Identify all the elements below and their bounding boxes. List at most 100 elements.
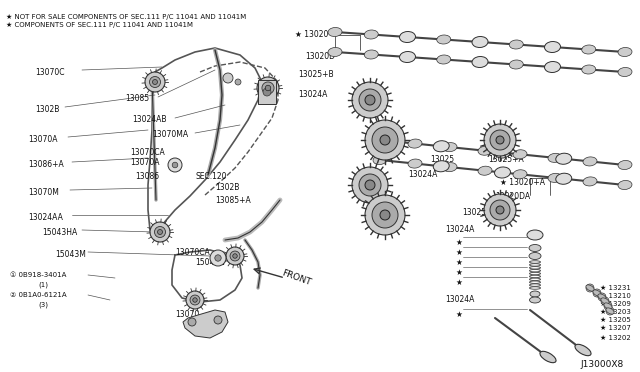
Text: 13070: 13070 (175, 310, 199, 319)
Text: SEC.120: SEC.120 (195, 172, 227, 181)
Ellipse shape (601, 298, 609, 304)
Ellipse shape (401, 32, 415, 42)
Text: 13070CA: 13070CA (175, 248, 210, 257)
Text: 15043HA: 15043HA (42, 228, 77, 237)
Ellipse shape (373, 155, 387, 164)
Text: 13085+A: 13085+A (215, 196, 251, 205)
Text: 13025: 13025 (430, 155, 454, 164)
Ellipse shape (556, 173, 572, 184)
Text: ★ 13020: ★ 13020 (295, 30, 328, 39)
Text: 13070A: 13070A (130, 158, 159, 167)
Text: 13024A: 13024A (408, 170, 437, 179)
Text: ① 0B918-3401A: ① 0B918-3401A (10, 272, 67, 278)
Text: 13070CA: 13070CA (130, 148, 164, 157)
Ellipse shape (472, 57, 488, 67)
Circle shape (193, 298, 197, 302)
Ellipse shape (513, 170, 527, 179)
Circle shape (359, 174, 381, 196)
Ellipse shape (433, 161, 449, 172)
Ellipse shape (373, 135, 387, 145)
Ellipse shape (436, 55, 451, 64)
Circle shape (263, 88, 271, 96)
Ellipse shape (364, 30, 378, 39)
Ellipse shape (478, 166, 492, 175)
Circle shape (226, 247, 244, 265)
Text: FRONT: FRONT (280, 268, 312, 287)
Text: 13024A: 13024A (298, 90, 328, 99)
Text: ★ NOT FOR SALE COMPONENTS OF SEC.111 P/C 11041 AND 11041M: ★ NOT FOR SALE COMPONENTS OF SEC.111 P/C… (6, 14, 246, 20)
Text: J13000X8: J13000X8 (580, 360, 623, 369)
Ellipse shape (527, 230, 543, 240)
Circle shape (150, 222, 170, 242)
Circle shape (484, 124, 516, 156)
Circle shape (157, 230, 163, 234)
Bar (258, 80, 276, 104)
Text: ★ 13202: ★ 13202 (600, 335, 631, 341)
Circle shape (152, 80, 157, 84)
Text: ★ 13231: ★ 13231 (600, 285, 631, 291)
Text: ② 0B1A0-6121A: ② 0B1A0-6121A (10, 292, 67, 298)
Text: 13020DA: 13020DA (495, 192, 530, 201)
Circle shape (496, 136, 504, 144)
Ellipse shape (583, 157, 597, 166)
Circle shape (372, 202, 398, 228)
Text: 15041N: 15041N (195, 258, 225, 267)
Circle shape (235, 79, 241, 85)
Circle shape (257, 77, 279, 99)
Text: ★ 13203: ★ 13203 (600, 309, 631, 315)
Ellipse shape (529, 244, 541, 251)
Text: 13020D: 13020D (305, 52, 335, 61)
Ellipse shape (509, 40, 524, 49)
Ellipse shape (509, 60, 524, 69)
Ellipse shape (586, 285, 594, 291)
Ellipse shape (436, 35, 451, 44)
Ellipse shape (472, 36, 488, 48)
Ellipse shape (548, 153, 562, 163)
Ellipse shape (529, 297, 541, 303)
Ellipse shape (548, 173, 562, 182)
Text: ★: ★ (456, 278, 463, 287)
Circle shape (365, 195, 405, 235)
Ellipse shape (401, 52, 415, 61)
Text: ★: ★ (456, 238, 463, 247)
Circle shape (601, 297, 609, 305)
Text: 1302B: 1302B (215, 183, 239, 192)
Ellipse shape (408, 159, 422, 168)
Text: ★ 13207: ★ 13207 (600, 325, 631, 331)
Circle shape (490, 130, 510, 150)
Ellipse shape (545, 42, 559, 51)
Circle shape (586, 284, 594, 292)
Ellipse shape (433, 141, 449, 152)
Ellipse shape (618, 180, 632, 189)
Ellipse shape (618, 67, 632, 77)
Circle shape (359, 89, 381, 111)
Text: 13025+C: 13025+C (462, 208, 498, 217)
Ellipse shape (582, 45, 596, 54)
Text: 13024A: 13024A (445, 295, 474, 304)
Ellipse shape (604, 303, 612, 309)
Circle shape (214, 316, 222, 324)
Ellipse shape (495, 167, 511, 178)
Ellipse shape (328, 28, 342, 36)
Ellipse shape (618, 160, 632, 170)
Text: 13024A: 13024A (445, 225, 474, 234)
Circle shape (593, 289, 601, 297)
Text: ★: ★ (456, 258, 463, 267)
Ellipse shape (556, 153, 572, 164)
Circle shape (490, 200, 510, 220)
Circle shape (188, 318, 196, 326)
Ellipse shape (408, 139, 422, 148)
Text: 13070MA: 13070MA (152, 130, 188, 139)
Text: 13024AA: 13024AA (28, 213, 63, 222)
Circle shape (372, 127, 398, 153)
Circle shape (223, 73, 233, 83)
Ellipse shape (593, 290, 601, 296)
Text: (1): (1) (38, 282, 48, 289)
Circle shape (215, 255, 221, 261)
Circle shape (186, 291, 204, 309)
Text: ★: ★ (456, 310, 463, 319)
Text: 15043M: 15043M (55, 250, 86, 259)
Circle shape (604, 302, 612, 310)
Circle shape (496, 206, 504, 214)
Circle shape (606, 307, 614, 315)
